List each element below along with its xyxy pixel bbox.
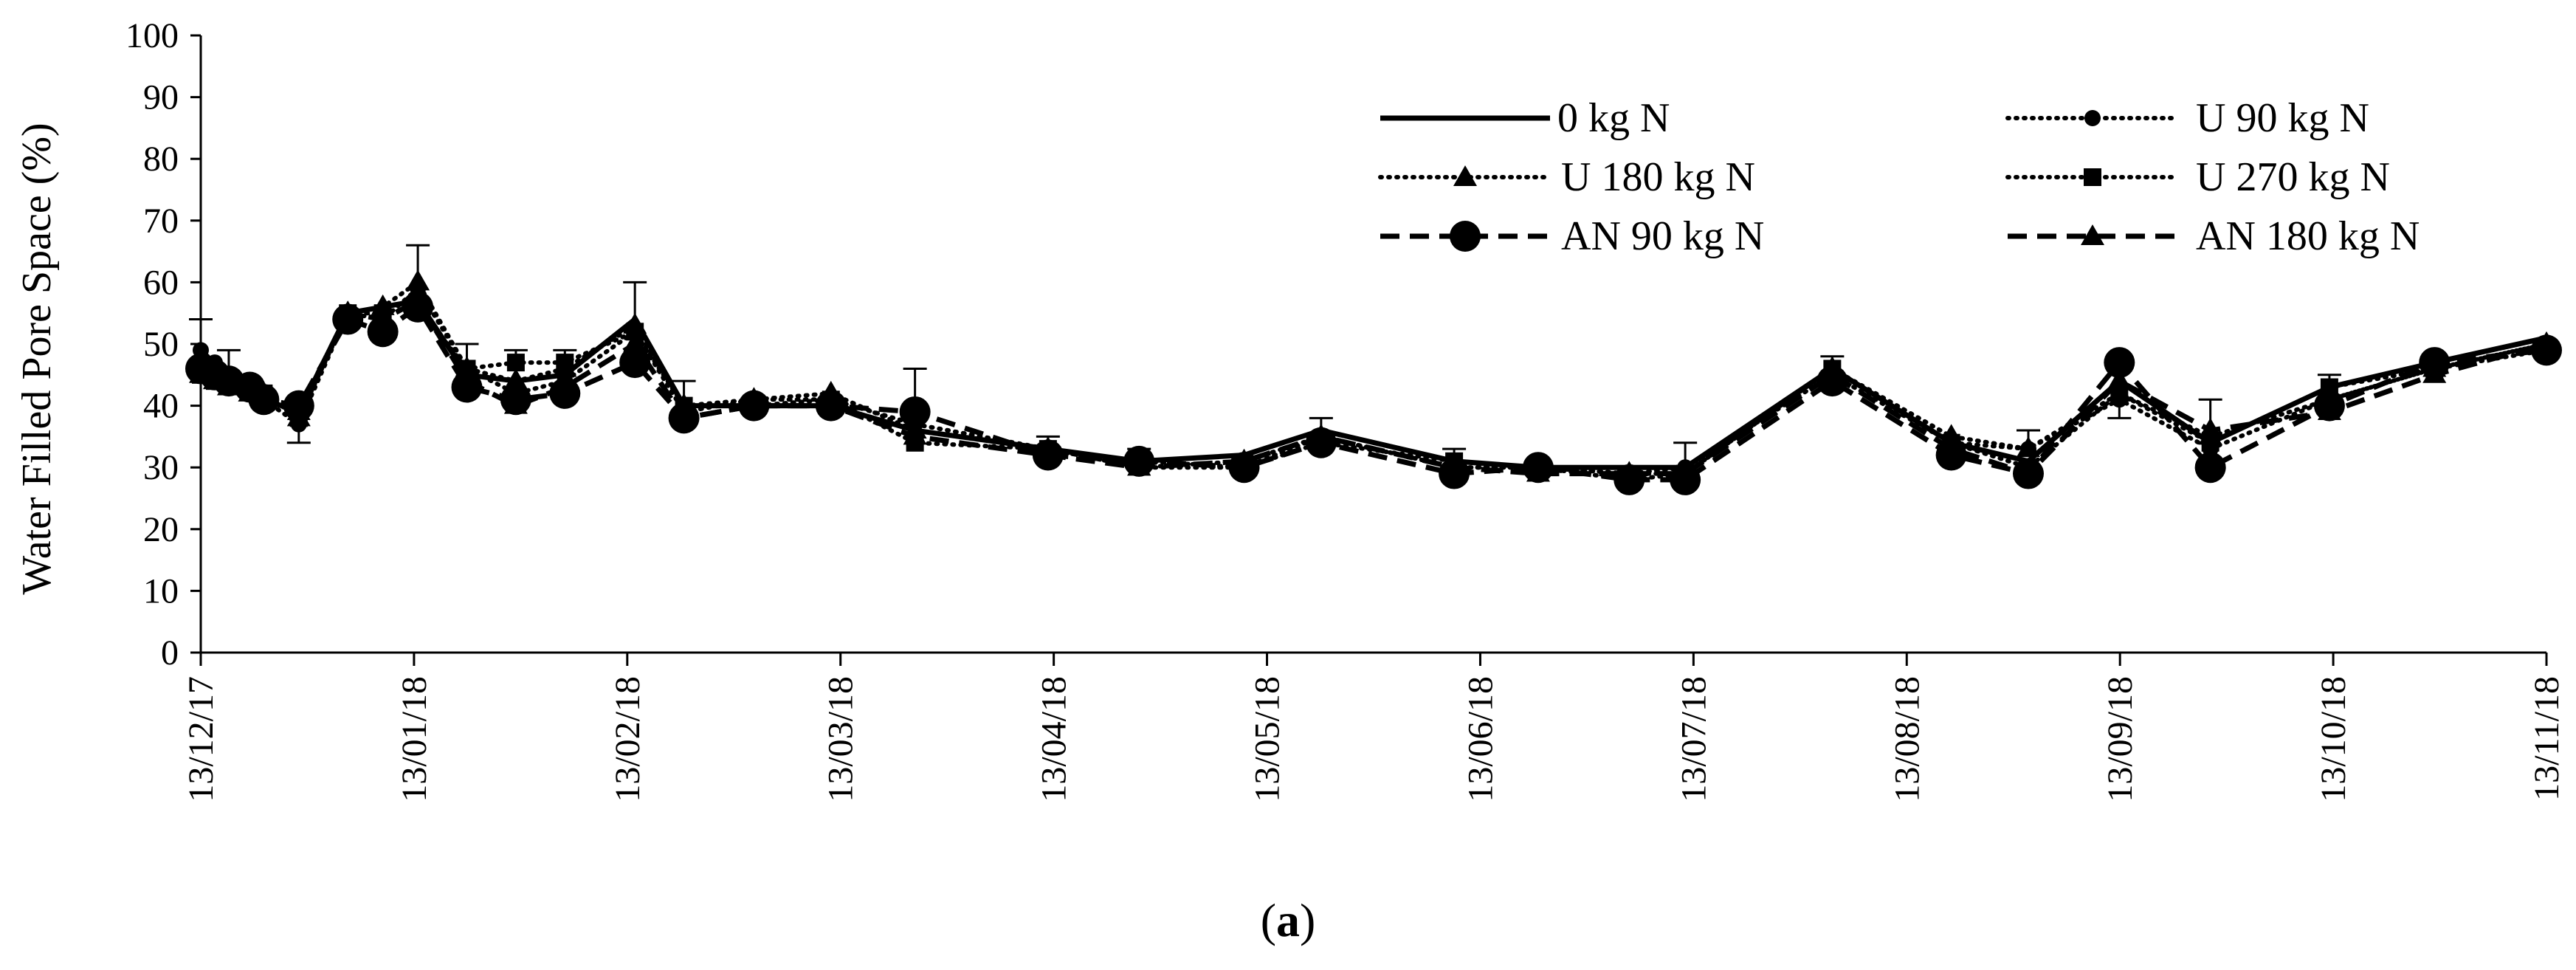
x-tick-label: 13/06/18 <box>1461 676 1500 802</box>
data-point-s5-23 <box>1617 461 1642 482</box>
data-point-s5-31 <box>2422 362 2447 383</box>
data-point-s5-1 <box>202 368 227 390</box>
legend-label-2: U 180 kg N <box>1561 154 1755 200</box>
series-1 <box>193 280 2555 482</box>
y-tick-label: 20 <box>143 510 179 549</box>
legend-marker-2 <box>1453 165 1477 186</box>
x-tick-label: 13/11/18 <box>2527 676 2566 801</box>
data-point-s5-26 <box>1939 436 1963 458</box>
data-point-s5-4 <box>252 387 276 408</box>
data-point-s2-10 <box>503 368 528 390</box>
data-point-s5-17 <box>1036 442 1060 464</box>
legend-marker-5 <box>2081 224 2104 245</box>
y-tick-label: 60 <box>143 263 179 302</box>
data-point-s5-21 <box>1442 455 1467 476</box>
data-point-s5-0 <box>189 362 213 383</box>
data-point-s5-5 <box>286 399 311 420</box>
x-tick-label: 13/04/18 <box>1035 676 1074 802</box>
data-point-s2-8 <box>406 269 430 291</box>
y-tick-label: 10 <box>143 571 179 610</box>
x-tick-label: 13/05/18 <box>1248 676 1287 802</box>
x-tick-label: 13/10/18 <box>2314 676 2353 802</box>
data-point-s4-12 <box>619 347 651 379</box>
x-tick-label: 13/02/18 <box>608 676 647 802</box>
data-point-s3-10 <box>506 354 525 372</box>
legend-entry-4: AN 90 kg N <box>1380 213 1764 259</box>
data-point-s5-7 <box>371 306 395 328</box>
data-point-s5-18 <box>1127 455 1151 476</box>
data-point-s5-16 <box>903 424 927 445</box>
legend-label-3: U 270 kg N <box>2196 154 2390 200</box>
figure-caption: (a) <box>1261 894 1316 946</box>
data-point-s5-12 <box>623 331 647 352</box>
y-tick-label: 80 <box>143 140 179 179</box>
legend-entry-1: U 90 kg N <box>2005 95 2369 141</box>
data-point-s5-20 <box>1309 424 1333 445</box>
legend-label-0: 0 kg N <box>1557 95 1670 141</box>
y-tick-label: 40 <box>143 387 179 426</box>
series-4 <box>185 291 2562 495</box>
x-tick-label: 13/03/18 <box>822 676 861 802</box>
x-axis: 13/12/17 13/01/18 13/02/18 13/03/18 13/04/18… <box>182 651 2566 802</box>
data-point-s4-28 <box>2104 347 2135 379</box>
data-point-s5-9 <box>455 368 479 390</box>
legend-label-4: AN 90 kg N <box>1561 213 1764 259</box>
caption-letter: a <box>1276 894 1300 946</box>
data-point-s5-24 <box>1673 461 1698 482</box>
x-tick-label: 13/07/18 <box>1674 676 1713 802</box>
data-point-s5-27 <box>2016 461 2040 482</box>
data-point-s3-11 <box>556 354 574 372</box>
data-point-s5-19 <box>1232 448 1256 469</box>
legend-entry-0: 0 kg N <box>1380 95 1670 141</box>
x-tick-label: 13/08/18 <box>1887 676 1926 802</box>
error-bars <box>189 244 2341 468</box>
legend-marker-4 <box>1450 221 1481 252</box>
series-line-1 <box>199 286 2549 476</box>
legend-marker-3 <box>2084 168 2101 186</box>
legend-marker-1 <box>2084 110 2101 126</box>
data-point-s2-27 <box>2016 436 2040 458</box>
data-point-s5-3 <box>238 380 262 402</box>
legend-label-5: AN 180 kg N <box>2196 213 2420 259</box>
y-tick-label: 50 <box>143 325 179 364</box>
data-point-s4-29 <box>2194 452 2226 484</box>
data-point-s5-15 <box>819 393 843 414</box>
y-axis: 0 10 20 30 40 50 60 70 80 90 100 <box>125 16 202 673</box>
y-tick-label: 0 <box>161 633 179 673</box>
legend-entry-2: U 180 kg N <box>1378 154 1755 200</box>
legend-label-1: U 90 kg N <box>2196 95 2369 141</box>
legend-entry-3: U 270 kg N <box>2005 154 2390 200</box>
y-tick-label: 30 <box>143 448 179 487</box>
legend: 0 kg N U 90 kg N U 180 kg N U 270 kg N A… <box>1378 95 2420 259</box>
data-point-s5-22 <box>1526 461 1550 482</box>
y-tick-label: 100 <box>125 16 179 55</box>
data-point-s5-32 <box>2535 331 2558 352</box>
y-tick-label: 90 <box>143 78 179 117</box>
data-point-s5-13 <box>672 405 696 427</box>
y-axis-title: Water Filled Pore Space (%) <box>14 123 60 594</box>
data-point-s5-29 <box>2198 418 2222 439</box>
data-point-s5-25 <box>1820 362 1845 383</box>
data-point-s5-6 <box>336 300 360 322</box>
series-5 <box>189 288 2558 482</box>
caption-close-paren: ) <box>1300 894 1315 946</box>
x-tick-label: 13/12/17 <box>182 676 221 802</box>
data-point-s4-16 <box>899 396 931 427</box>
x-tick-label: 13/01/18 <box>395 676 434 802</box>
x-tick-label: 13/09/18 <box>2101 676 2140 802</box>
caption-open-paren: ( <box>1261 894 1276 946</box>
data-point-s5-8 <box>406 288 430 309</box>
legend-entry-5: AN 180 kg N <box>2008 213 2420 259</box>
series-layer <box>185 269 2562 495</box>
y-tick-label: 70 <box>143 202 179 241</box>
data-point-s5-11 <box>553 374 577 396</box>
data-point-s5-30 <box>2317 399 2341 420</box>
data-point-s5-14 <box>742 393 766 414</box>
data-point-s5-10 <box>503 393 528 414</box>
data-point-s5-28 <box>2107 368 2132 390</box>
data-point-s5-2 <box>216 374 241 396</box>
